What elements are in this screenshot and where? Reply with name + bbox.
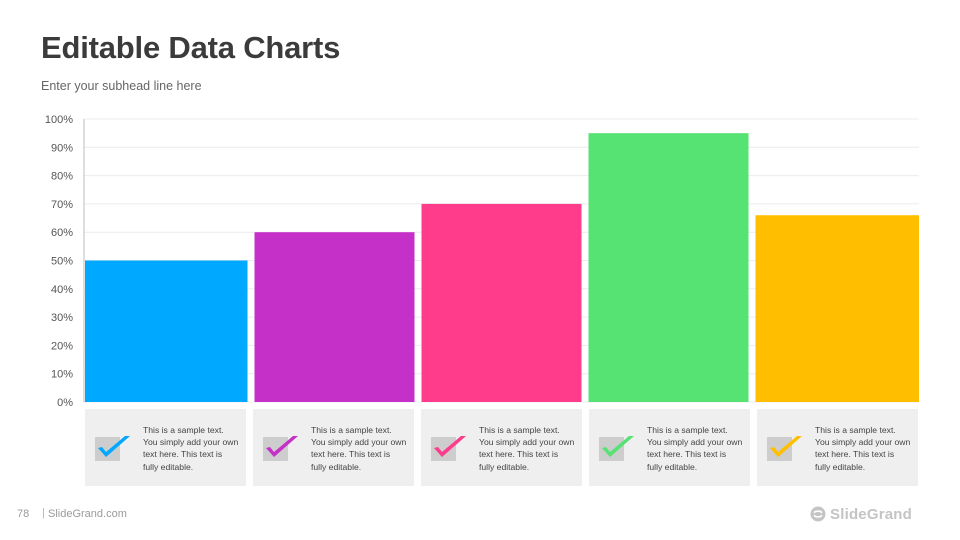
card-text: This is a sample text. You simply add yo… bbox=[311, 425, 407, 472]
bar bbox=[85, 260, 248, 402]
checkmark-icon bbox=[95, 433, 131, 463]
y-tick-label: 80% bbox=[51, 171, 73, 183]
y-tick-label: 20% bbox=[51, 340, 73, 352]
bar bbox=[588, 133, 749, 402]
y-tick-label: 10% bbox=[51, 369, 73, 381]
card-text: This is a sample text. You simply add yo… bbox=[815, 425, 911, 472]
checkmark-icon bbox=[599, 433, 635, 463]
slide-title: Editable Data Charts bbox=[41, 30, 341, 65]
card: This is a sample text. You simply add yo… bbox=[421, 409, 582, 486]
page-number: 78 bbox=[17, 508, 30, 520]
brand-name: SlideGrand bbox=[830, 505, 913, 523]
checkmark-icon bbox=[263, 433, 299, 463]
y-tick-label: 30% bbox=[51, 312, 73, 324]
y-tick-label: 90% bbox=[51, 142, 73, 154]
card: This is a sample text. You simply add yo… bbox=[253, 409, 414, 486]
bar bbox=[254, 232, 415, 402]
footer-site-link[interactable]: SlideGrand.com bbox=[48, 508, 127, 520]
bar-chart: 0% 10% 20% 30% 40% 50% 60% 70% 80% 90% 100% bbox=[45, 114, 919, 409]
y-tick-label: 40% bbox=[51, 284, 73, 296]
bar bbox=[755, 215, 919, 402]
logo-icon bbox=[810, 506, 826, 522]
y-tick-label: 70% bbox=[51, 199, 73, 211]
y-tick-label: 60% bbox=[51, 227, 73, 239]
brand-logo: SlideGrand bbox=[810, 503, 912, 525]
card-text: This is a sample text. You simply add yo… bbox=[479, 425, 575, 472]
footer-separator: | bbox=[42, 507, 45, 519]
card-text: This is a sample text. You simply add yo… bbox=[143, 425, 239, 472]
bar bbox=[421, 203, 582, 402]
card-text: This is a sample text. You simply add yo… bbox=[647, 425, 743, 472]
checkmark-icon bbox=[431, 433, 467, 463]
y-tick-label: 100% bbox=[45, 114, 73, 126]
y-tick-label: 0% bbox=[57, 397, 73, 409]
card-row: This is a sample text. You simply add yo… bbox=[85, 409, 919, 486]
y-tick-label: 50% bbox=[51, 256, 73, 268]
card: This is a sample text. You simply add yo… bbox=[757, 409, 918, 486]
card: This is a sample text. You simply add yo… bbox=[85, 409, 246, 486]
card: This is a sample text. You simply add yo… bbox=[589, 409, 750, 486]
checkmark-icon bbox=[767, 433, 803, 463]
slide-subhead: Enter your subhead line here bbox=[41, 79, 202, 93]
